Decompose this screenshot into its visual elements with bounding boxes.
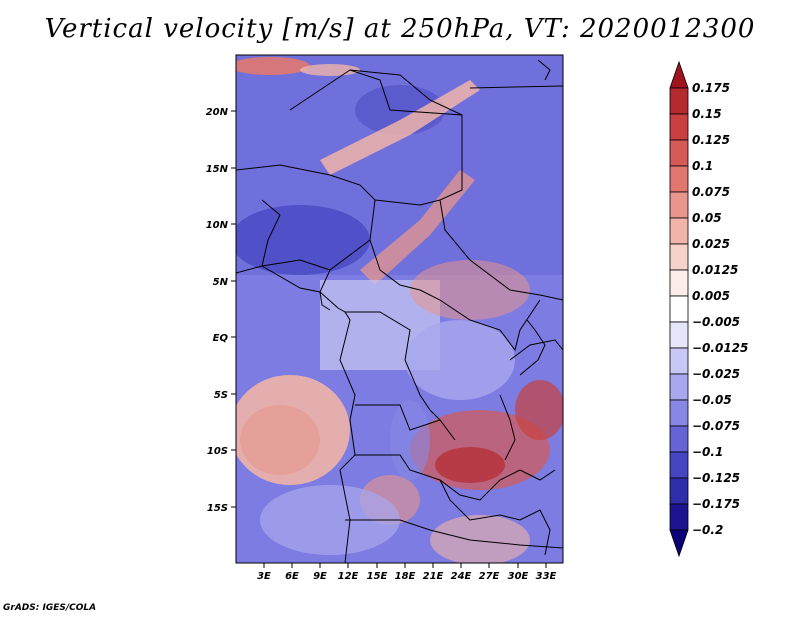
colorbar-label: −0.025 [692, 367, 740, 381]
colorbar-swatch [669, 503, 689, 531]
colorbar-swatch [669, 139, 689, 167]
lat-label: 15N [206, 164, 229, 175]
colorbar-swatch [669, 87, 689, 115]
colorbar-label: 0.025 [692, 237, 730, 251]
chart-title: Vertical velocity [m/s] at 250hPa, VT: 2… [44, 14, 756, 44]
colorbar-label: 0.0125 [692, 263, 738, 277]
colorbar-label: 0.05 [692, 211, 722, 225]
colorbar-swatch [669, 451, 689, 479]
colorbar-label: −0.05 [692, 393, 732, 407]
colorbar-label: 0.005 [692, 289, 730, 303]
country-borders [236, 59, 563, 563]
lat-label: 15S [207, 503, 228, 514]
colorbar-label: −0.075 [692, 419, 740, 433]
colorbar-label: −0.175 [692, 497, 740, 511]
colorbar-label: −0.005 [692, 315, 740, 329]
lon-label: 30E [508, 571, 529, 582]
lon-label: 6E [285, 571, 299, 582]
colorbar-label: 0.1 [692, 159, 713, 173]
lat-label: 20N [206, 107, 229, 118]
lon-label: 24E [451, 571, 472, 582]
colorbar-swatch [669, 321, 689, 349]
grads-credit: GrADS: IGES/COLA [3, 603, 97, 613]
colorbar-label: 0.175 [692, 81, 730, 95]
lat-label: EQ [213, 333, 229, 344]
lon-label: 33E [536, 571, 557, 582]
lon-label: 12E [338, 571, 359, 582]
lon-label: 3E [257, 571, 271, 582]
lat-axis: 20N 15N 10N 5N EQ 5S 10S 15S [206, 107, 236, 514]
colorbar: 0.175 0.15 0.125 0.1 0.075 0.05 0.025 0.0125 0.0… [669, 60, 748, 558]
colorbar-label: 0.075 [692, 185, 730, 199]
colorbar-label: −0.0125 [692, 341, 748, 355]
colorbar-swatch [669, 269, 689, 297]
colorbar-swatch [669, 373, 689, 401]
colorbar-swatch [669, 165, 689, 193]
lon-label: 27E [479, 571, 500, 582]
colorbar-swatch [669, 425, 689, 453]
lon-label: 21E [423, 571, 444, 582]
lat-label: 10S [207, 446, 228, 457]
colorbar-swatch [669, 347, 689, 375]
lat-label: 5N [213, 277, 229, 288]
colorbar-swatch [669, 191, 689, 219]
colorbar-label: −0.1 [692, 445, 723, 459]
lat-label: 10N [206, 220, 229, 231]
colorbar-label: −0.125 [692, 471, 740, 485]
colorbar-swatch [669, 529, 689, 558]
colorbar-swatch [669, 217, 689, 245]
colorbar-swatch [669, 243, 689, 271]
lat-label: 5S [214, 390, 228, 401]
map-frame [235, 54, 564, 564]
colorbar-swatch [669, 113, 689, 141]
colorbar-label: 0.15 [692, 107, 722, 121]
colorbar-swatch [669, 399, 689, 427]
colorbar-label: 0.125 [692, 133, 730, 147]
lon-label: 15E [367, 571, 388, 582]
colorbar-swatch [669, 477, 689, 505]
lon-label: 18E [395, 571, 416, 582]
colorbar-label: −0.2 [692, 523, 723, 537]
velocity-field [236, 55, 563, 563]
colorbar-swatch [669, 295, 689, 323]
lon-axis: 3E 6E 9E 12E 15E 18E 21E 24E 27E 30E 33E [257, 563, 557, 582]
colorbar-swatch [669, 60, 689, 89]
lon-label: 9E [313, 571, 327, 582]
